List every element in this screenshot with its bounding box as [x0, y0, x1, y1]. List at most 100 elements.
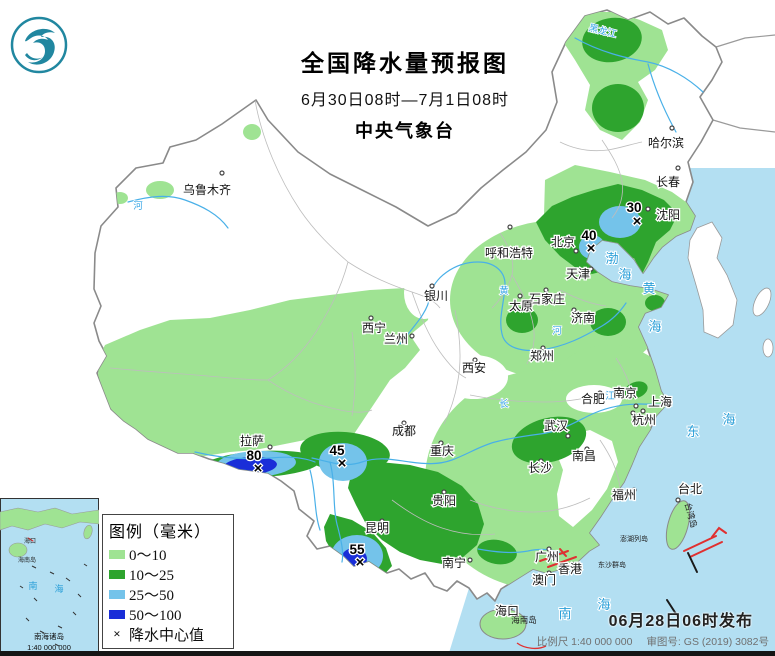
river-label: 河	[552, 325, 562, 337]
hainan-island	[479, 608, 527, 640]
map-scale: 比例尺 1:40 000 000	[536, 636, 633, 648]
city-dot	[507, 224, 513, 230]
legend-row: 25～50	[109, 584, 227, 604]
city-dot	[508, 604, 514, 610]
legend-label: 25～50	[129, 587, 175, 604]
sea-label: 海	[618, 267, 631, 282]
city-label: 福州	[612, 487, 636, 502]
city-label: 西安	[462, 360, 486, 375]
typhoon-symbols	[516, 526, 727, 650]
inset-taiwan	[83, 524, 93, 540]
river-label: 河	[133, 200, 143, 212]
city-label: 贵阳	[432, 494, 456, 508]
city-dot	[640, 408, 646, 414]
city-label: 郑州	[530, 348, 554, 363]
release-info: 06月28日06时发布 比例尺 1:40 000 000 审图号: GS (201…	[537, 607, 769, 649]
city-label: 南昌	[572, 448, 596, 463]
legend-rows: 0～10 10～25 25～50 50～100	[109, 544, 227, 624]
bottom-edge-bar	[0, 651, 775, 656]
city-label: 香港	[558, 562, 582, 576]
city-dot	[571, 307, 577, 313]
legend-center-row: × 降水中心值	[109, 624, 227, 644]
center-x-marker: ×	[254, 460, 263, 477]
city-label: 合肥	[581, 391, 605, 406]
city-label: 成都	[392, 424, 416, 438]
city-label: 台北	[678, 481, 702, 496]
city-dot	[565, 433, 571, 439]
city-label: 杭州	[632, 412, 656, 427]
center-value: 55	[349, 542, 365, 557]
city-label: 银川	[424, 289, 448, 303]
city-label: 南京	[613, 385, 637, 400]
japan-island	[752, 287, 772, 317]
inset-label: 海南岛	[18, 556, 36, 564]
sea-label: 南	[558, 606, 571, 621]
legend-label: 10～25	[129, 567, 175, 584]
city-label: 西宁	[362, 320, 386, 335]
agency-name: 中央气象台	[355, 121, 455, 141]
city-dot	[368, 315, 374, 321]
legend-swatch	[109, 569, 125, 579]
center-x-marker: ×	[356, 554, 365, 571]
city-dot	[538, 458, 544, 464]
city-dot	[441, 489, 447, 495]
center-x-marker: ×	[338, 455, 347, 472]
forecast-period: 6月30日08时—7月1日08时	[300, 92, 510, 109]
city-dot	[546, 546, 552, 552]
city-label: 哈尔滨	[648, 135, 684, 150]
center-value: 45	[329, 443, 345, 458]
inset-mainland	[0, 507, 99, 531]
foreign-border	[712, 119, 775, 133]
city-dot	[467, 557, 473, 563]
center-value: 80	[246, 448, 261, 463]
city-dot	[669, 125, 675, 131]
inset-label: 海口	[24, 537, 36, 545]
legend-row: 0～10	[109, 544, 227, 564]
city-label: 兰州	[384, 332, 408, 346]
city-label: 昆明	[365, 521, 389, 535]
legend-swatch	[109, 549, 125, 559]
city-dot	[379, 518, 385, 524]
legend-row: 10～25	[109, 564, 227, 584]
city-dot	[675, 497, 681, 503]
city-dot	[631, 487, 637, 493]
city-dot	[472, 357, 478, 363]
city-label: 长春	[656, 175, 680, 189]
city-label: 澳门	[532, 572, 556, 587]
city-dot	[438, 440, 444, 446]
city-dot	[401, 420, 407, 426]
foreign-border	[715, 34, 775, 48]
city-label: 重庆	[430, 444, 454, 458]
city-dot	[597, 390, 603, 396]
map-title-block: 全国降水量预报图 6月30日08时—7月1日08时 中央气象台	[301, 44, 509, 143]
center-x-marker: ×	[633, 213, 642, 230]
center-marker-symbol: ×	[113, 626, 121, 641]
inset-label: 南	[28, 580, 37, 591]
province-borders	[109, 99, 643, 536]
sea-label: 海	[597, 597, 610, 612]
center-value: 30	[626, 200, 641, 215]
river-label: 江	[605, 391, 615, 402]
city-dot	[572, 561, 578, 567]
city-dot	[517, 293, 523, 299]
city-label: 北京	[551, 235, 575, 249]
center-marker-label: 降水中心值	[129, 627, 205, 644]
legend-box: 图例（毫米） 0～10 10～25 25～50 50～100 × 降水中心值	[102, 514, 234, 649]
island7-label: 澎湖列岛	[620, 534, 648, 543]
japan-island	[762, 338, 774, 358]
city-dot	[573, 248, 579, 254]
city-dot	[267, 444, 273, 450]
city-dot	[588, 266, 594, 272]
city-dot	[675, 165, 681, 171]
city-label: 天津	[566, 267, 590, 281]
taiwan-island	[665, 500, 691, 550]
sea-label: 东	[686, 424, 699, 439]
city-label: 济南	[571, 310, 595, 325]
center-value: 40	[581, 228, 596, 243]
city-label: 上海	[648, 394, 672, 409]
city-dot	[645, 206, 651, 212]
